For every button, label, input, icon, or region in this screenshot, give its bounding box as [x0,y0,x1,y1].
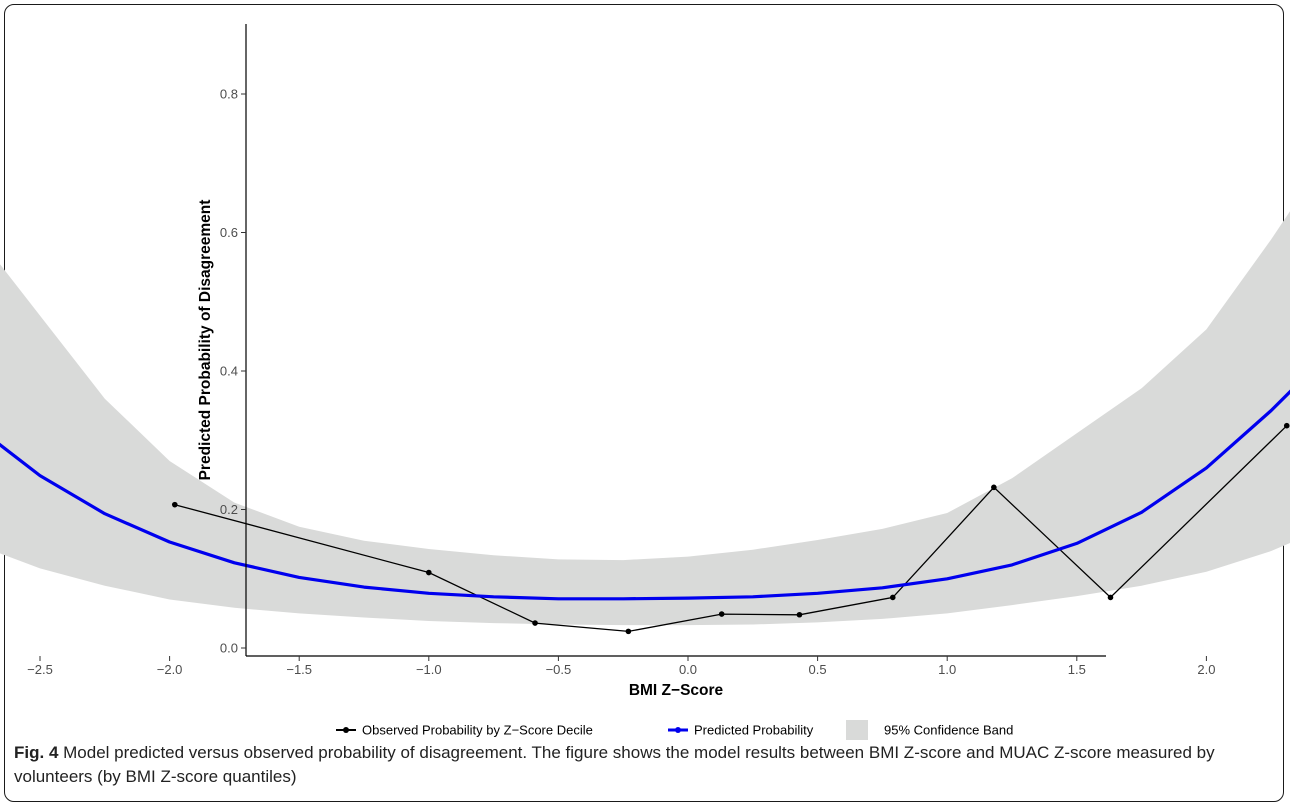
legend-key-predicted-point [675,727,681,733]
legend-key-band [846,720,868,740]
observed-point [625,628,632,635]
legend-label-predicted: Predicted Probability [694,723,814,738]
observed-point [796,611,803,618]
observed-point [1283,422,1290,429]
y-tick-label: 0.6 [220,225,238,240]
confidence-band [0,211,1290,626]
observed-point [718,611,725,617]
x-tick-label: 0.5 [809,662,827,677]
observed-point [1107,594,1114,601]
x-tick-label: −2.5 [27,662,53,677]
legend-label-band: 95% Confidence Band [884,723,1013,738]
legend-key-observed-point [343,727,349,733]
observed-point [426,569,432,576]
x-tick-label: 1.5 [1068,662,1086,677]
x-axis-title: BMI Z−Score [629,682,724,699]
x-tick-label: −2.0 [157,662,183,677]
predicted-line [0,389,1290,601]
x-tick-label: 0.0 [679,662,697,677]
observed-point [532,620,538,626]
y-tick-label: 0.4 [220,364,238,379]
x-tick-label: −1.0 [416,662,442,677]
y-axis-title: Predicted Probability of Disagreement [197,200,214,481]
y-tick-label: 0.0 [220,641,238,656]
x-tick-label: 1.0 [938,662,956,677]
x-tick-label: −0.5 [546,662,572,677]
figure-label: Fig. 4 [14,743,59,762]
observed-point [991,484,997,491]
figure-caption-text: Model predicted versus observed probabil… [14,743,1215,786]
observed-line [174,425,1288,633]
legend-label-observed: Observed Probability by Z−Score Decile [362,723,593,738]
observed-point [171,501,178,508]
y-tick-label: 0.8 [220,87,238,102]
figure-caption: Fig. 4 Model predicted versus observed p… [14,741,1274,789]
observed-point [889,594,896,601]
x-tick-label: 2.0 [1197,662,1215,677]
x-tick-label: −1.5 [286,662,312,677]
y-tick-label: 0.2 [220,502,238,517]
